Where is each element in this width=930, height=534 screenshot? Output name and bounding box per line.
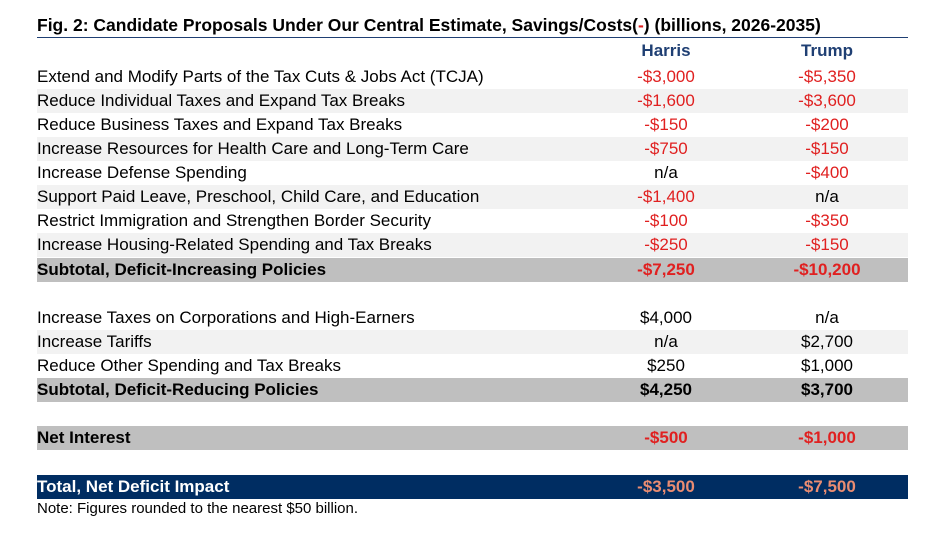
- table-row: Increase Housing-Related Spending and Ta…: [37, 233, 908, 257]
- table-row: Increase Tariffs n/a $2,700: [37, 330, 908, 354]
- harris-value: -$150: [644, 115, 688, 134]
- row-label: Subtotal, Deficit-Increasing Policies: [37, 260, 327, 279]
- table-row: Reduce Individual Taxes and Expand Tax B…: [37, 89, 908, 113]
- row-label: Reduce Individual Taxes and Expand Tax B…: [37, 91, 405, 110]
- subtotal-row-reducing: Subtotal, Deficit-Reducing Policies $4,2…: [37, 378, 908, 402]
- trump-value: -$200: [805, 115, 849, 134]
- trump-value: -$150: [805, 139, 849, 158]
- title-text-start: Fig. 2: Candidate Proposals Under Our Ce…: [37, 15, 638, 35]
- harris-value: -$1,600: [637, 91, 695, 110]
- row-label: Extend and Modify Parts of the Tax Cuts …: [37, 67, 484, 86]
- trump-value: -$7,500: [798, 477, 856, 496]
- table-row: Increase Resources for Health Care and L…: [37, 137, 908, 161]
- trump-value: -$3,600: [798, 91, 856, 110]
- subtotal-row-increasing: Subtotal, Deficit-Increasing Policies -$…: [37, 258, 908, 282]
- title-text-end: ) (billions, 2026-2035): [643, 15, 821, 35]
- harris-value: -$250: [644, 235, 688, 254]
- table-row: Reduce Other Spending and Tax Breaks $25…: [37, 354, 908, 378]
- harris-value: $4,250: [640, 380, 692, 399]
- trump-value: -$1,000: [798, 428, 856, 447]
- trump-value: -$5,350: [798, 67, 856, 86]
- figure-title: Fig. 2: Candidate Proposals Under Our Ce…: [37, 15, 917, 36]
- row-label: Net Interest: [37, 428, 131, 447]
- row-label: Restrict Immigration and Strengthen Bord…: [37, 211, 432, 230]
- row-label: Reduce Other Spending and Tax Breaks: [37, 356, 341, 375]
- trump-value: -$150: [805, 235, 849, 254]
- title-negative-sign: -: [637, 15, 644, 35]
- trump-value: n/a: [815, 308, 839, 327]
- harris-value: -$750: [644, 139, 688, 158]
- harris-value: n/a: [654, 163, 678, 182]
- harris-value: -$500: [644, 428, 688, 447]
- net-interest-row: Net Interest -$500 -$1,000: [37, 426, 908, 450]
- row-label: Subtotal, Deficit-Reducing Policies: [37, 380, 319, 399]
- total-row: Total, Net Deficit Impact -$3,500 -$7,50…: [37, 475, 908, 499]
- row-label: Increase Tariffs: [37, 332, 152, 351]
- trump-value: $1,000: [801, 356, 853, 375]
- trump-value: -$350: [805, 211, 849, 230]
- row-label: Total, Net Deficit Impact: [37, 477, 230, 496]
- trump-value: $2,700: [801, 332, 853, 351]
- row-label: Increase Defense Spending: [37, 163, 247, 182]
- harris-value: $4,000: [640, 308, 692, 327]
- table-row: Reduce Business Taxes and Expand Tax Bre…: [37, 113, 908, 137]
- table-row: Restrict Immigration and Strengthen Bord…: [37, 209, 908, 233]
- table-row: Increase Defense Spending n/a -$400: [37, 161, 908, 185]
- footnote: Note: Figures rounded to the nearest $50…: [37, 500, 359, 517]
- title-underline: [37, 37, 908, 38]
- table-row: Increase Taxes on Corporations and High-…: [37, 306, 908, 330]
- harris-value: -$1,400: [637, 187, 695, 206]
- row-label: Increase Taxes on Corporations and High-…: [37, 308, 415, 327]
- harris-value: -$3,000: [637, 67, 695, 86]
- row-label: Increase Housing-Related Spending and Ta…: [37, 235, 432, 254]
- harris-value: n/a: [654, 332, 678, 351]
- harris-value: -$7,250: [637, 260, 695, 279]
- harris-value: -$100: [644, 211, 688, 230]
- table-row: Support Paid Leave, Preschool, Child Car…: [37, 185, 908, 209]
- trump-value: $3,700: [801, 380, 853, 399]
- trump-value: -$400: [805, 163, 849, 182]
- row-label: Support Paid Leave, Preschool, Child Car…: [37, 187, 480, 206]
- trump-value: -$10,200: [793, 260, 861, 279]
- column-header-trump: Trump: [801, 41, 853, 60]
- table-row: Extend and Modify Parts of the Tax Cuts …: [37, 65, 908, 89]
- row-label: Reduce Business Taxes and Expand Tax Bre…: [37, 115, 403, 134]
- harris-value: -$3,500: [637, 477, 695, 496]
- trump-value: n/a: [815, 187, 839, 206]
- harris-value: $250: [647, 356, 685, 375]
- column-header-harris: Harris: [641, 41, 691, 60]
- row-label: Increase Resources for Health Care and L…: [37, 139, 469, 158]
